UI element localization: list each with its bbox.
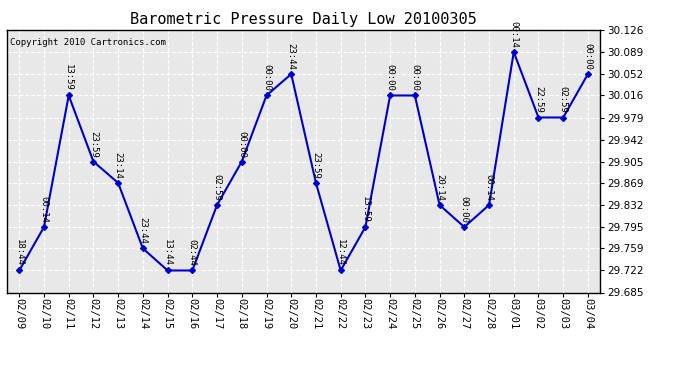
Text: Copyright 2010 Cartronics.com: Copyright 2010 Cartronics.com bbox=[10, 38, 166, 47]
Text: 13:59: 13:59 bbox=[361, 196, 370, 223]
Text: 00:00: 00:00 bbox=[237, 130, 246, 158]
Text: 20:14: 20:14 bbox=[435, 174, 444, 201]
Text: 23:14: 23:14 bbox=[114, 152, 123, 179]
Text: 00:00: 00:00 bbox=[386, 64, 395, 91]
Text: 00:00: 00:00 bbox=[411, 64, 420, 91]
Text: 23:59: 23:59 bbox=[311, 152, 320, 179]
Text: 00:14: 00:14 bbox=[39, 196, 48, 223]
Text: 12:44: 12:44 bbox=[336, 239, 345, 266]
Text: 02:59: 02:59 bbox=[213, 174, 221, 201]
Text: 13:44: 13:44 bbox=[163, 239, 172, 266]
Text: 23:59: 23:59 bbox=[89, 130, 98, 158]
Text: 13:59: 13:59 bbox=[64, 64, 73, 91]
Text: 23:44: 23:44 bbox=[139, 217, 148, 244]
Text: 02:44: 02:44 bbox=[188, 239, 197, 266]
Text: 18:44: 18:44 bbox=[14, 239, 23, 266]
Text: 23:44: 23:44 bbox=[287, 43, 296, 70]
Text: 00:00: 00:00 bbox=[460, 196, 469, 223]
Text: 00:14: 00:14 bbox=[484, 174, 493, 201]
Text: 00:14: 00:14 bbox=[509, 21, 518, 48]
Title: Barometric Pressure Daily Low 20100305: Barometric Pressure Daily Low 20100305 bbox=[130, 12, 477, 27]
Text: 00:00: 00:00 bbox=[262, 64, 271, 91]
Text: 02:59: 02:59 bbox=[559, 87, 568, 113]
Text: 00:00: 00:00 bbox=[584, 43, 593, 70]
Text: 22:59: 22:59 bbox=[534, 87, 543, 113]
